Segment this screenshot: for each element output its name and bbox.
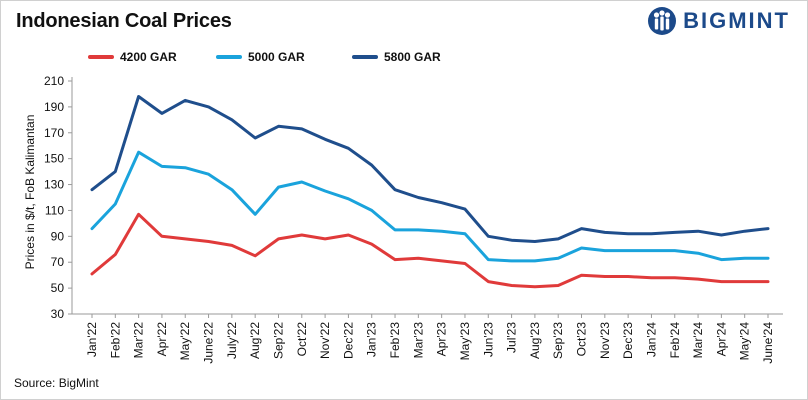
x-tick-label: Oct'22 [295, 322, 309, 357]
y-tick-label: 110 [45, 203, 64, 217]
y-tick-label: 50 [51, 281, 65, 295]
x-tick-label: May'24 [738, 322, 752, 361]
x-tick-label: Jan'23 [365, 322, 379, 357]
legend-swatch-5800 [352, 55, 378, 59]
x-tick-label: June'24 [761, 322, 775, 364]
x-tick-label: Sep'23 [551, 322, 565, 359]
x-tick-label: Dec'23 [621, 322, 635, 359]
source-note: Source: BigMint [14, 376, 99, 390]
legend-swatch-4200 [88, 55, 114, 59]
x-tick-label: Jan'24 [644, 322, 658, 357]
x-tick-label: June'22 [202, 322, 216, 364]
y-tick-label: 170 [44, 126, 64, 140]
legend-item-5000: 5000 GAR [216, 50, 305, 64]
x-tick-label: Aug'22 [248, 322, 262, 359]
x-tick-label: Mar'22 [132, 322, 146, 359]
x-tick-label: May'22 [178, 322, 192, 361]
legend-label-5800: 5800 GAR [384, 50, 441, 64]
x-tick-label: Feb'23 [388, 322, 402, 359]
x-tick-label: Aug'23 [528, 322, 542, 359]
series-line-4200-gar [90, 212, 770, 289]
x-tick-label: Apr'24 [714, 322, 728, 357]
x-tick-label: Feb'22 [108, 322, 122, 359]
y-tick-label: 30 [51, 307, 65, 321]
legend-swatch-5000 [216, 55, 242, 59]
y-tick-label: 70 [51, 255, 65, 269]
x-tick-label: Apr'23 [435, 322, 449, 357]
chart-title: Indonesian Coal Prices [16, 10, 232, 32]
legend-item-5800: 5800 GAR [352, 50, 441, 64]
x-tick-label: July'22 [225, 322, 239, 359]
x-tick-label: Jan'22 [85, 322, 99, 357]
y-tick-label: 130 [44, 178, 64, 192]
y-axis-label: Prices in $/t, FoB Kalimantan [23, 115, 37, 270]
series-lines [90, 95, 770, 289]
brand-logo: BIGMINT [647, 6, 790, 36]
x-tick-label: Apr'22 [155, 322, 169, 357]
x-tick-label: Mar'23 [411, 322, 425, 359]
axes-group: 30 50 70 90 110 130 150 170 190 210 Jan'22 Feb'22 Ma… [44, 74, 783, 364]
brand-logo-icon [648, 7, 677, 35]
brand-name: BIGMINT [683, 8, 790, 33]
x-tick-label: May'23 [458, 322, 472, 361]
legend-label-4200: 4200 GAR [120, 50, 177, 64]
y-tick-label: 90 [51, 229, 65, 243]
x-tick-label: Jul'23 [505, 322, 519, 353]
series-line-5800-gar [90, 95, 770, 243]
x-tick-label: Dec'22 [341, 322, 355, 359]
x-tick-label: Oct'23 [575, 322, 589, 357]
series-line-5000-gar [90, 150, 770, 263]
x-tick-label: Sep'22 [271, 322, 285, 359]
y-tick-label: 190 [44, 100, 64, 114]
y-tick-label: 210 [44, 74, 64, 88]
x-tick-label: Feb'24 [668, 322, 682, 359]
x-tick-label: Mar'24 [691, 322, 705, 359]
x-tick-label: Jun'23 [481, 322, 495, 357]
x-tick-label: Nov'23 [598, 322, 612, 359]
legend-label-5000: 5000 GAR [248, 50, 305, 64]
y-tick-label: 150 [44, 152, 64, 166]
x-tick-label: Nov'22 [318, 322, 332, 359]
legend-item-4200: 4200 GAR [88, 50, 177, 64]
